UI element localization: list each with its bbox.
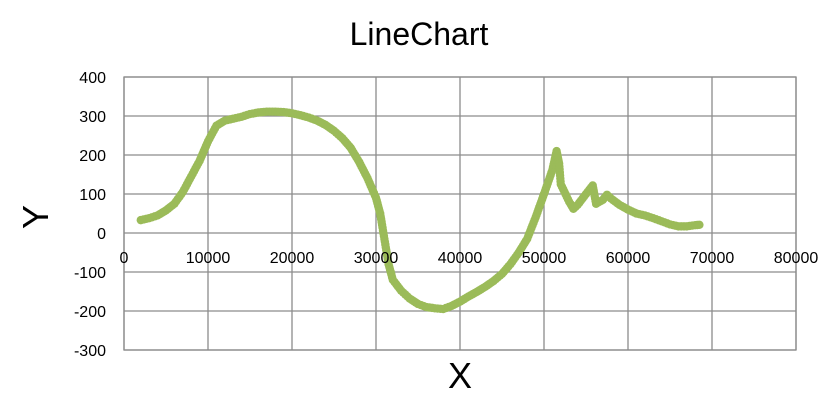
y-tick-label: -200 <box>74 304 106 321</box>
x-tick-label: 10000 <box>186 250 231 267</box>
x-tick-label: 0 <box>120 250 129 267</box>
x-tick-label: 20000 <box>270 250 315 267</box>
y-tick-label: 300 <box>79 109 106 126</box>
x-tick-label: 80000 <box>774 250 819 267</box>
x-tick-label: 40000 <box>438 250 483 267</box>
y-axis-title: Y <box>15 205 56 229</box>
x-tick-label: 50000 <box>522 250 567 267</box>
data-point <box>695 220 704 230</box>
x-tick-labels: 0 10000 20000 30000 40000 50000 60000 70000 8000… <box>120 250 819 267</box>
plot-area-frame <box>123 76 797 351</box>
y-tick-labels: 400 300 200 100 0 -100 -200 -300 <box>74 70 106 360</box>
x-tick-label: 60000 <box>606 250 651 267</box>
chart-title: LineChart <box>350 16 489 52</box>
y-tick-label: -100 <box>74 265 106 282</box>
x-tick-label: 70000 <box>690 250 735 267</box>
y-tick-label: 0 <box>97 226 106 243</box>
y-tick-label: 200 <box>79 148 106 165</box>
y-tick-label: 400 <box>79 70 106 87</box>
series-points <box>136 107 704 314</box>
x-tick-label: 30000 <box>354 250 399 267</box>
y-tick-label: -300 <box>74 343 106 360</box>
y-tick-label: 100 <box>79 187 106 204</box>
x-axis-title: X <box>448 355 472 396</box>
